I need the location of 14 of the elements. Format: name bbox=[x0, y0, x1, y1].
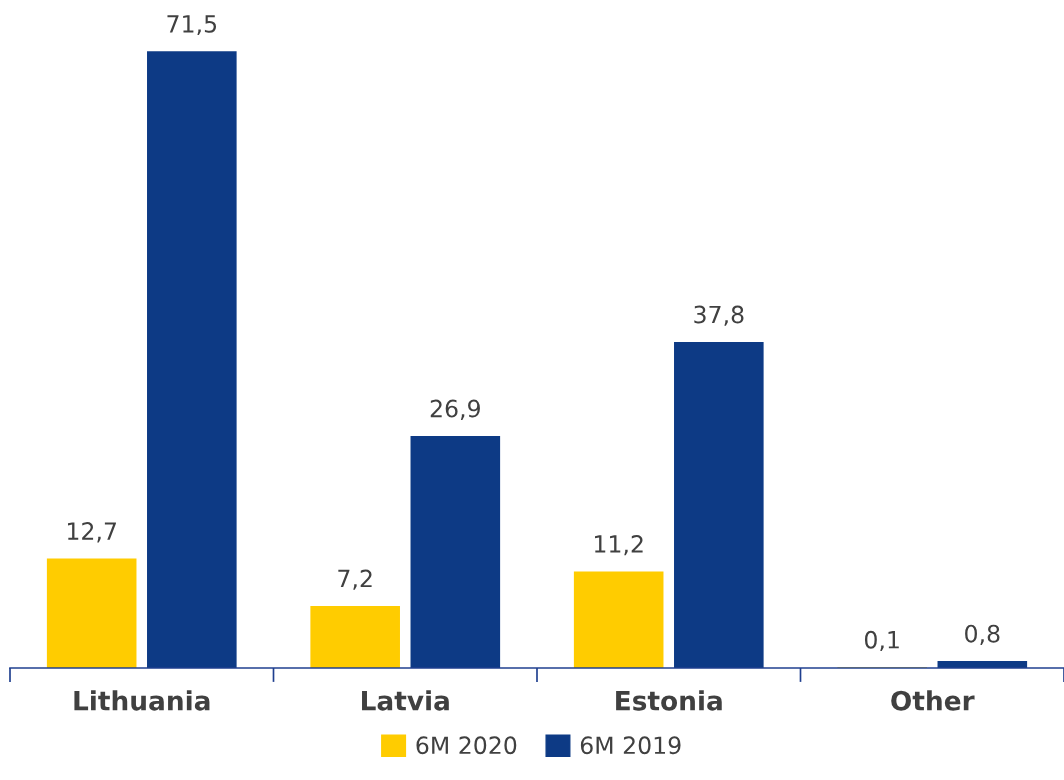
data-label: 7,2 bbox=[338, 569, 372, 590]
x-tick-label: Estonia bbox=[616, 690, 722, 711]
x-tick-label: Other bbox=[891, 690, 975, 711]
data-label: 0,8 bbox=[965, 624, 1000, 646]
x-tick-label: Lithuania bbox=[74, 690, 210, 711]
data-label: 26,9 bbox=[430, 399, 480, 420]
data-label: 12,7 bbox=[67, 522, 116, 543]
x-tick-label: Latvia bbox=[362, 690, 449, 711]
data-label: 71,5 bbox=[167, 15, 217, 36]
data-label: 0,1 bbox=[864, 630, 899, 652]
data-label: 37,8 bbox=[694, 305, 744, 326]
legend-label: 6M 2019 bbox=[580, 736, 681, 755]
legend-label: 6M 2020 bbox=[416, 736, 517, 755]
data-label: 11,2 bbox=[594, 535, 643, 556]
